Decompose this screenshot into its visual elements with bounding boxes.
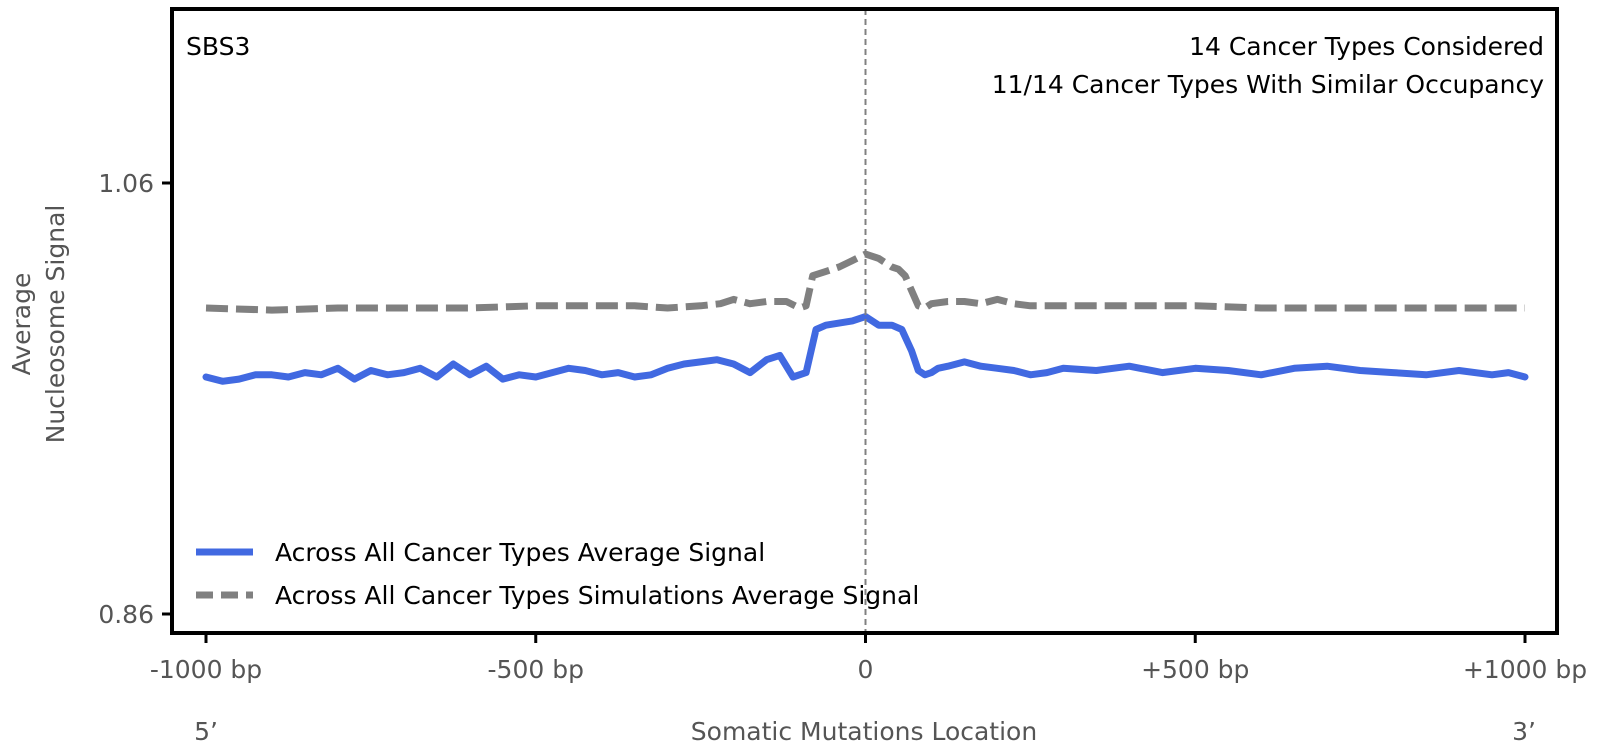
x-tick-label: +1000 bp: [1463, 655, 1587, 684]
y-axis-title-line-1: Average: [7, 273, 36, 376]
x-axis-ticks: -1000 bp -500 bp 0 +500 bp +1000 bp: [150, 633, 1587, 684]
x-tick-label: -1000 bp: [150, 655, 262, 684]
strand-label-5prime: 5’: [194, 717, 218, 746]
signature-label: SBS3: [186, 32, 250, 61]
legend-label-simulated: Across All Cancer Types Simulations Aver…: [275, 581, 919, 610]
annotation-cancer-types: 14 Cancer Types Considered: [1189, 32, 1544, 61]
y-axis-ticks: 0.86 1.06: [98, 169, 172, 629]
legend-label-observed: Across All Cancer Types Average Signal: [275, 538, 765, 567]
legend: Across All Cancer Types Average Signal A…: [196, 538, 919, 610]
y-axis-title-line-2: Nucleosome Signal: [41, 205, 70, 444]
x-tick-label: 0: [858, 655, 874, 684]
y-tick-label: 1.06: [98, 169, 154, 198]
series-line-observed: [202, 313, 1529, 385]
y-tick-label: 0.86: [98, 600, 154, 629]
x-tick-label: +500 bp: [1141, 655, 1249, 684]
strand-label-3prime: 3’: [1512, 717, 1536, 746]
x-axis-title: Somatic Mutations Location: [691, 717, 1037, 746]
x-tick-label: -500 bp: [488, 655, 584, 684]
annotation-similar-occupancy: 11/14 Cancer Types With Similar Occupanc…: [992, 70, 1544, 99]
